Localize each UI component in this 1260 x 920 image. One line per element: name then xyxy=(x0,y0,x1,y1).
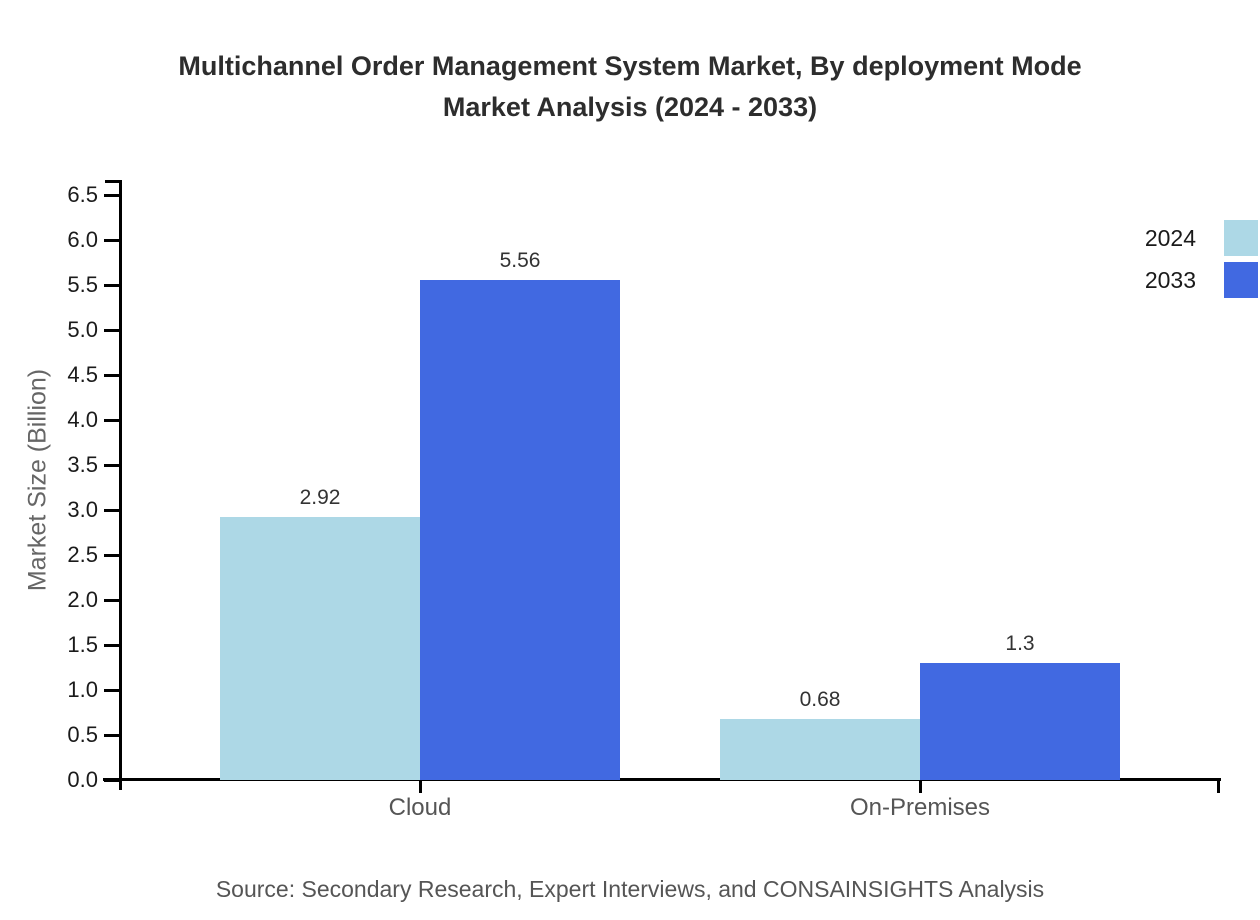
legend-swatch-2024 xyxy=(1224,220,1258,256)
y-tick-label: 5.0 xyxy=(67,317,98,342)
y-tick-label: 0.0 xyxy=(67,767,98,792)
y-tick-mark xyxy=(104,283,120,287)
y-tick-mark xyxy=(104,688,120,692)
chart-title: Multichannel Order Management System Mar… xyxy=(0,46,1260,128)
y-tick-label: 6.5 xyxy=(67,182,98,207)
bar-on-premises-2033 xyxy=(920,663,1120,780)
y-tick-label: 4.5 xyxy=(67,362,98,387)
y-tick-label: 4.0 xyxy=(67,407,98,432)
bar-value-label-cloud-2033: 5.56 xyxy=(499,248,541,272)
legend-label-2024: 2024 xyxy=(1144,225,1196,251)
y-tick-mark xyxy=(104,553,120,557)
y-tick-mark xyxy=(104,418,120,422)
source-note: Source: Secondary Research, Expert Inter… xyxy=(215,876,1045,902)
bar-value-label-on-premises-2024: 0.68 xyxy=(799,687,841,711)
y-tick-mark xyxy=(104,328,120,332)
x-category-label-cloud: Cloud xyxy=(388,794,452,821)
y-tick-label: 3.0 xyxy=(67,497,98,522)
chart-title-line-2: Market Analysis (2024 - 2033) xyxy=(442,92,818,122)
y-tick-label: 2.0 xyxy=(67,587,98,612)
x-tick-mark-cloud xyxy=(418,780,422,793)
legend-label-2033: 2033 xyxy=(1144,267,1196,293)
y-tick-label: 5.5 xyxy=(67,272,98,297)
bar-cloud-2024 xyxy=(220,517,420,780)
y-tick-label: 1.5 xyxy=(67,632,98,657)
legend-swatch-2033 xyxy=(1224,262,1258,298)
x-axis-end-tick xyxy=(1217,780,1220,793)
chart-title-line-1: Multichannel Order Management System Mar… xyxy=(178,51,1082,81)
y-tick-mark xyxy=(104,463,120,467)
bar-on-premises-2024 xyxy=(720,718,920,780)
y-tick-label: 6.0 xyxy=(67,227,98,252)
y-tick-label: 0.5 xyxy=(67,722,98,747)
y-tick-mark xyxy=(104,238,120,242)
y-axis-top-cap xyxy=(105,180,122,183)
y-tick-label: 3.5 xyxy=(67,452,98,477)
y-tick-label: 2.5 xyxy=(67,542,98,567)
y-tick-mark xyxy=(104,373,120,377)
x-category-label-on-premises: On-Premises xyxy=(849,794,991,821)
y-tick-mark xyxy=(104,643,120,647)
bar-value-label-cloud-2024: 2.92 xyxy=(299,486,341,510)
x-tick-mark-on-premises xyxy=(918,780,922,793)
y-tick-mark xyxy=(104,778,120,782)
y-axis-spine xyxy=(119,180,122,790)
bar-cloud-2033 xyxy=(420,279,620,780)
y-tick-mark xyxy=(104,508,120,512)
y-tick-label: 1.0 xyxy=(67,677,98,702)
y-tick-mark xyxy=(104,733,120,737)
y-tick-mark xyxy=(104,598,120,602)
bar-value-label-on-premises-2033: 1.3 xyxy=(1005,632,1035,655)
x-axis-baseline xyxy=(103,778,1221,781)
y-tick-mark xyxy=(104,193,120,197)
